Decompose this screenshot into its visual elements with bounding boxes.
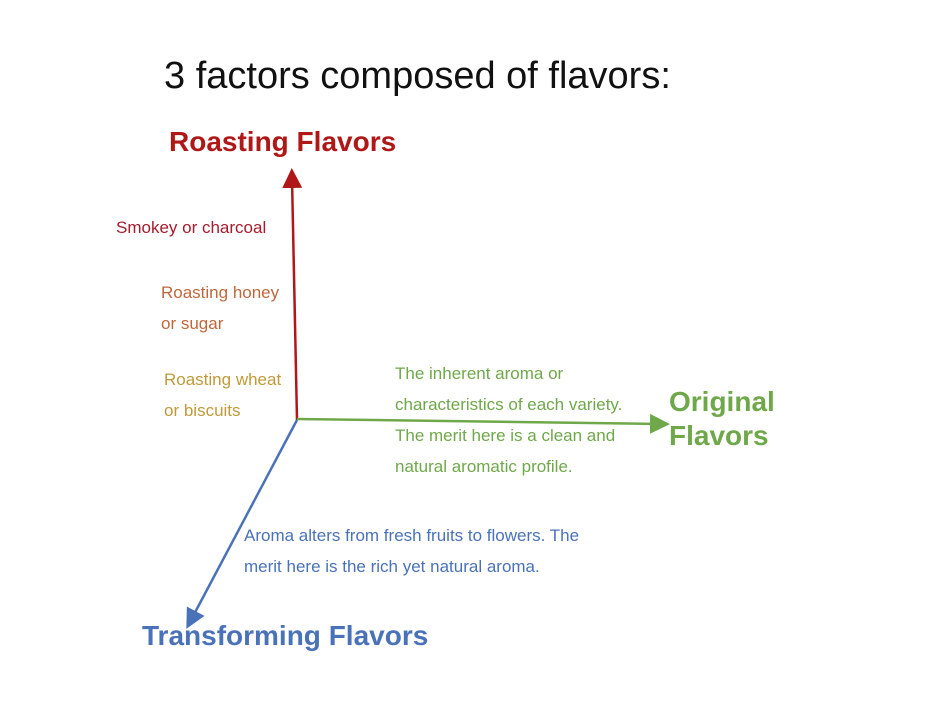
transforming-description: Aroma alters from fresh fruits to flower…	[244, 520, 579, 582]
original-title-line: Original	[669, 386, 775, 417]
level-honey: Roasting honey or sugar	[161, 277, 279, 339]
desc-line: Aroma alters from fresh fruits to flower…	[244, 526, 580, 545]
original-axis	[296, 413, 670, 434]
transforming-axis-title: Transforming Flavors	[142, 620, 429, 651]
level-text: or sugar	[161, 314, 224, 333]
original-axis-title: Original Flavors	[669, 385, 775, 453]
level-text: Roasting honey	[161, 283, 280, 302]
level-smokey: Smokey or charcoal	[116, 212, 266, 243]
desc-line: merit here is the rich yet natural aroma…	[244, 557, 540, 576]
level-text: Roasting wheat	[164, 370, 282, 389]
transforming-axis	[186, 419, 299, 629]
desc-line: The inherent aroma or	[395, 364, 564, 383]
original-description: The inherent aroma or characteristics of…	[395, 358, 622, 482]
original-title-line: Flavors	[669, 420, 769, 451]
level-text: or biscuits	[164, 401, 241, 420]
slide-title: 3 factors composed of flavors:	[164, 55, 671, 97]
level-text: Smokey or charcoal	[116, 218, 267, 237]
desc-line: The merit here is a clean and	[395, 426, 616, 445]
level-wheat: Roasting wheat or biscuits	[164, 364, 281, 426]
roasting-axis-title: Roasting Flavors	[169, 126, 397, 157]
desc-line: characteristics of each variety.	[395, 395, 623, 414]
desc-line: natural aromatic profile.	[395, 457, 573, 476]
roasting-axis	[282, 168, 303, 421]
